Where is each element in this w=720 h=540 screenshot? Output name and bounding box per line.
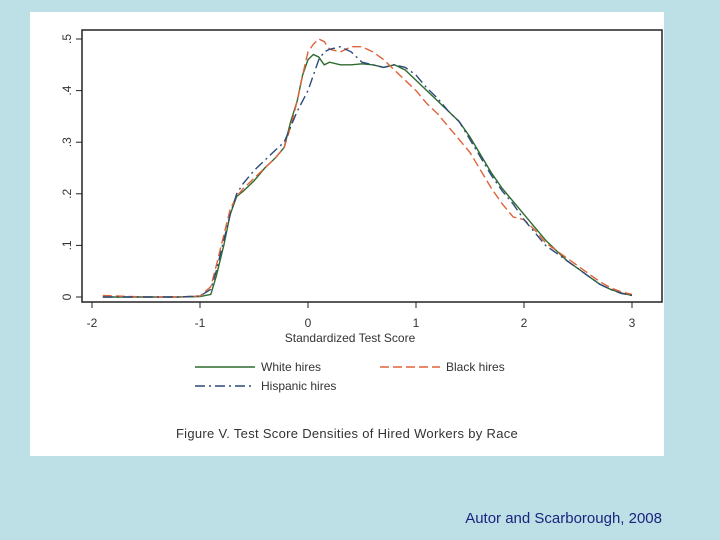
- x-axis: -2 -1 0 1 2 3: [87, 302, 636, 330]
- citation-text: Autor and Scarborough, 2008: [465, 510, 662, 527]
- y-tick-label: .3: [60, 137, 74, 147]
- legend-label: Hispanic hires: [261, 379, 336, 393]
- plot-frame: [81, 29, 663, 303]
- x-axis-title: Standardized Test Score: [285, 331, 416, 345]
- legend-label: White hires: [261, 360, 321, 374]
- x-tick-label: 0: [305, 316, 312, 330]
- y-axis: 0 .1 .2 .3 .4 .5: [60, 34, 82, 300]
- x-tick-label: 1: [413, 316, 420, 330]
- x-tick-label: 2: [521, 316, 528, 330]
- x-tick-label: 3: [629, 316, 636, 330]
- series-line-white-hires: [102, 53, 633, 298]
- x-tick-label: -1: [195, 316, 206, 330]
- series-layer: [102, 38, 633, 298]
- figure-caption: Figure V. Test Score Densities of Hired …: [175, 426, 519, 441]
- figure-panel: 0 .1 .2 .3 .4 .5 -2 -1 0 1 2 3 Standardized Test S…: [30, 12, 664, 456]
- x-tick-label: -2: [87, 316, 98, 330]
- series-line-hispanic-hires: [102, 45, 633, 298]
- y-tick-label: .5: [60, 34, 74, 44]
- legend-label: Black hires: [446, 360, 505, 374]
- series-line-black-hires: [102, 38, 633, 298]
- y-tick-label: .1: [60, 240, 74, 250]
- density-chart: 0 .1 .2 .3 .4 .5 -2 -1 0 1 2 3 Standardized Test S…: [60, 29, 663, 393]
- y-tick-label: .4: [60, 85, 74, 95]
- legend: White hires Black hires Hispanic hires: [195, 360, 505, 393]
- y-tick-label: 0: [60, 293, 74, 300]
- y-tick-label: .2: [60, 188, 74, 198]
